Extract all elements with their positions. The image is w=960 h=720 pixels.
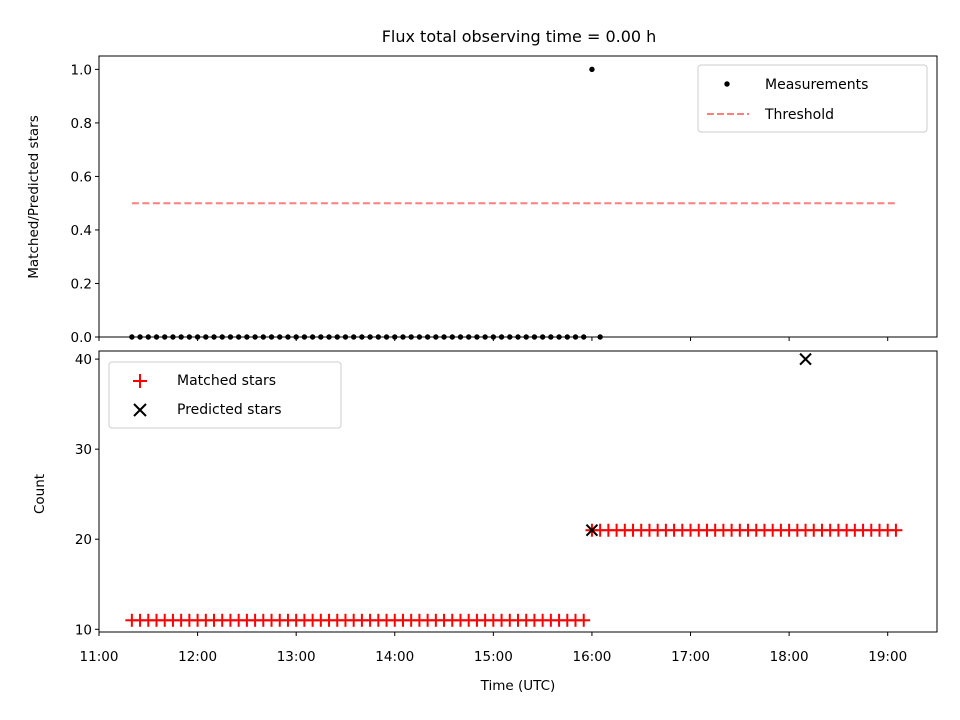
legend-marker-predicted-stars: [133, 403, 147, 417]
top-panel: Flux total observing time = 0.00 h Match…: [26, 27, 938, 346]
bottom-x-tick-label: 18:00: [770, 649, 809, 665]
chart-title: Flux total observing time = 0.00 h: [382, 27, 657, 46]
top-y-tick-label: 1.0: [71, 62, 92, 78]
x-axis-label: Time (UTC): [480, 678, 556, 694]
predicted-stars-series: [585, 352, 812, 537]
legend-marker-matched-stars: [133, 374, 147, 388]
bottom-legend: Matched stars Predicted stars: [108, 361, 342, 429]
predicted-star-point: [799, 352, 812, 366]
bottom-y-axis-label: Count: [32, 474, 48, 514]
top-y-tick-label: 0.0: [71, 330, 92, 346]
bottom-x-tick-label: 17:00: [671, 649, 710, 665]
legend-marker-measurements: [724, 81, 730, 87]
predicted-star-b: [799, 352, 812, 366]
top-y-axis-label: Matched/Predicted stars: [26, 115, 42, 278]
bottom-x-tick-label: 19:00: [868, 649, 907, 665]
top-plot-frame: [98, 55, 938, 338]
predicted-star-point: [585, 524, 599, 537]
bottom-plot-frame: [98, 350, 938, 633]
bottom-x-ticks: 11:00 12:00 13:00 14:00 15:00 16:00 17:00 18:00…: [80, 632, 907, 665]
top-y-tick-label: 0.6: [71, 169, 92, 185]
top-legend: Measurements Threshold: [697, 64, 928, 133]
bottom-panel: Count Time (UTC) 10 20 30 40 11:00 12:00 13:0…: [32, 350, 938, 694]
top-y-tick-label: 0.4: [71, 223, 92, 239]
measurement-point: [589, 66, 595, 73]
top-legend-box: [697, 64, 928, 133]
bottom-x-tick-label: 14:00: [375, 649, 414, 665]
predicted-star-b: [585, 524, 599, 537]
bottom-x-tick-label: 15:00: [474, 649, 513, 665]
bottom-y-tick-label: 40: [75, 352, 92, 368]
matched-stars-series: [125, 523, 903, 627]
legend-label-threshold: Threshold: [764, 107, 834, 123]
bottom-legend-box: [108, 361, 342, 429]
legend-label-matched-stars: Matched stars: [177, 373, 276, 389]
matched-star-point: [889, 523, 903, 537]
bottom-y-tick-label: 30: [75, 442, 92, 458]
bottom-x-tick-label: 11:00: [80, 649, 119, 665]
bottom-y-tick-label: 20: [75, 532, 92, 548]
top-y-ticks: 0.0 0.2 0.4 0.6 0.8 1.0: [71, 62, 99, 346]
bottom-x-tick-label: 16:00: [572, 649, 611, 665]
bottom-y-ticks: 10 20 30 40: [75, 352, 99, 638]
legend-label-predicted-stars: Predicted stars: [177, 402, 282, 418]
top-y-tick-label: 0.8: [71, 116, 92, 132]
bottom-x-tick-label: 12:00: [178, 649, 217, 665]
matched-star-point: [577, 613, 591, 627]
top-y-tick-label: 0.2: [71, 276, 92, 292]
legend-label-measurements: Measurements: [765, 77, 868, 93]
bottom-x-tick-label: 13:00: [277, 649, 316, 665]
bottom-y-tick-label: 10: [75, 622, 92, 638]
